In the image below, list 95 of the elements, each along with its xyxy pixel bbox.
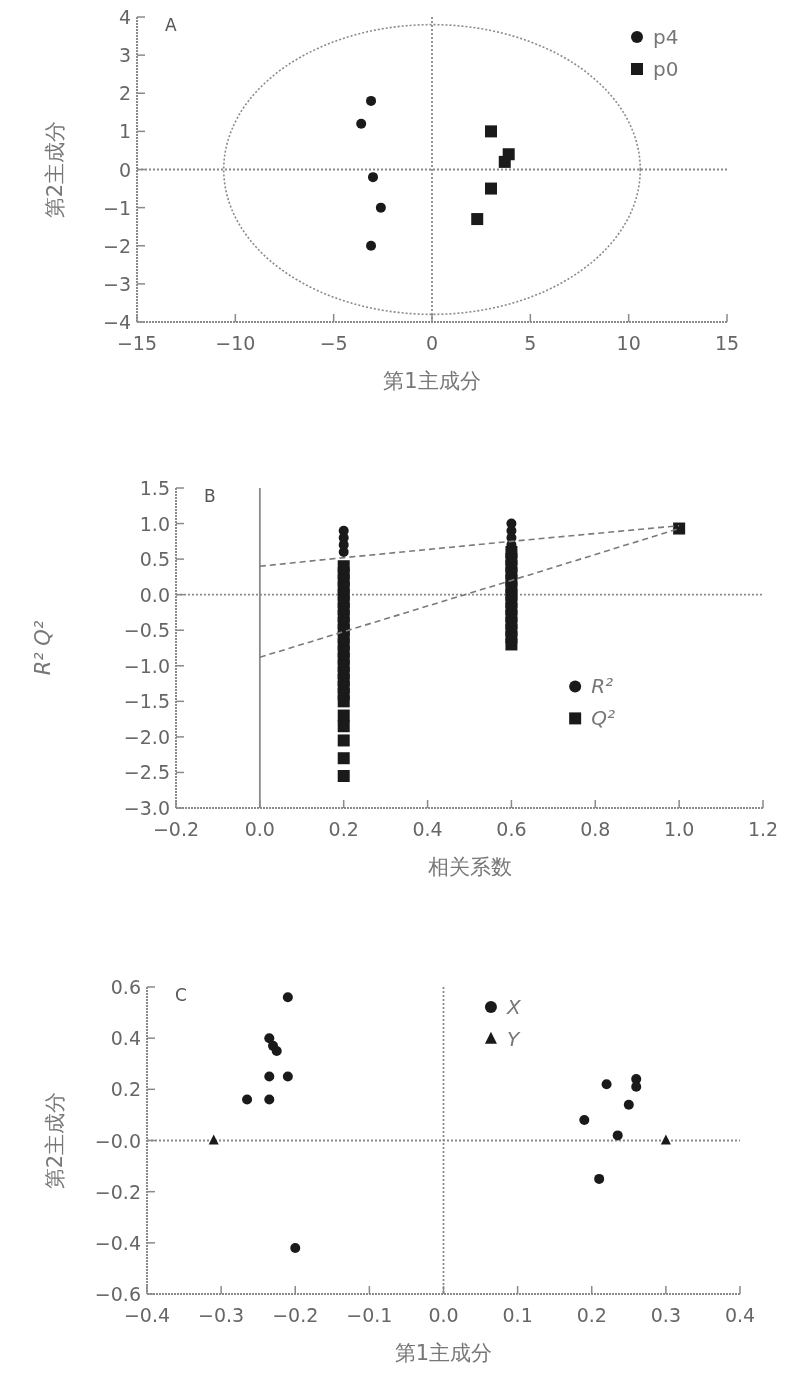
point <box>612 1130 623 1141</box>
annotation: A <box>165 15 177 35</box>
y-tick-label: −2.5 <box>123 761 170 784</box>
point <box>505 638 518 651</box>
point <box>623 1099 634 1110</box>
y-tick-label: 2 <box>118 82 131 105</box>
x-tick-label: 15 <box>714 332 740 354</box>
point <box>338 547 349 557</box>
x-tick-label: −10 <box>215 332 256 354</box>
point <box>601 1079 612 1090</box>
y-tick-label: 0.2 <box>110 1078 141 1101</box>
point <box>242 1094 253 1105</box>
y-tick-label: −0.0 <box>94 1129 141 1152</box>
x-tick-label: 0.4 <box>412 818 443 840</box>
point <box>375 202 386 213</box>
y-tick-label: −3.0 <box>123 797 170 819</box>
legend-label: p0 <box>653 57 679 81</box>
y-tick-label: 3 <box>118 44 131 67</box>
point <box>264 1071 275 1082</box>
x-tick-label: 5 <box>524 332 537 354</box>
x-tick-label: 0.0 <box>244 818 275 840</box>
x-tick-label: 0.6 <box>496 818 527 840</box>
y-axis-title: 第2主成分 <box>43 120 67 219</box>
point <box>660 1134 671 1145</box>
y-tick-label: −1.0 <box>123 654 170 677</box>
x-axis-title: 第1主成分 <box>383 369 481 393</box>
y-tick-label: −1 <box>102 196 131 219</box>
x-tick-label: 0.2 <box>576 1304 607 1326</box>
y-tick-label: 4 <box>118 6 131 28</box>
annotation: C <box>175 985 187 1005</box>
point <box>337 734 350 747</box>
point <box>498 155 511 168</box>
x-tick-label: −0.1 <box>346 1304 393 1326</box>
point <box>337 720 350 733</box>
point <box>366 240 377 251</box>
legend-label: X <box>505 995 522 1019</box>
x-tick-label: −5 <box>319 332 348 354</box>
x-tick-label: 10 <box>616 332 641 354</box>
y-axis-title: 第2主成分 <box>43 1091 67 1190</box>
x-tick-label: 1.0 <box>664 818 695 840</box>
point <box>579 1115 590 1126</box>
point <box>356 118 367 129</box>
x-tick-label: 0.3 <box>650 1304 681 1326</box>
x-axis-title: 第1主成分 <box>394 1341 493 1365</box>
y-tick-label: 0 <box>118 158 131 181</box>
x-tick-label: 1.2 <box>747 818 779 840</box>
y-tick-label: −0.2 <box>94 1180 141 1203</box>
y-tick-label: −2.0 <box>123 725 170 748</box>
y-tick-label: −0.5 <box>123 619 170 642</box>
y-tick-label: −3 <box>102 272 131 295</box>
point <box>594 1173 605 1184</box>
annotation: B <box>204 486 216 506</box>
x-tick-label: −15 <box>116 332 158 354</box>
point <box>471 213 484 226</box>
point <box>368 172 378 183</box>
x-tick-label: 0.2 <box>328 818 359 840</box>
point <box>337 752 350 765</box>
y-tick-label: −1.5 <box>123 690 170 713</box>
point <box>366 95 377 106</box>
x-tick-label: 0.1 <box>502 1304 533 1326</box>
y-tick-label: −0.4 <box>94 1231 141 1254</box>
y-tick-label: 0.6 <box>110 976 141 998</box>
y-tick-label: 1 <box>118 120 131 143</box>
x-tick-label: 0.4 <box>724 1304 756 1326</box>
y-tick-label: 0.4 <box>110 1027 141 1050</box>
y-tick-label: 1.5 <box>139 477 170 499</box>
legend-label: p4 <box>653 25 679 49</box>
x-tick-label: 0.0 <box>428 1304 459 1326</box>
point <box>337 695 350 708</box>
y-tick-label: −2 <box>102 234 131 257</box>
point <box>673 522 686 535</box>
y-tick-label: 1.0 <box>139 512 170 535</box>
legend-label: Y <box>506 1027 521 1051</box>
point <box>264 1094 275 1105</box>
y-tick-label: −0.6 <box>94 1283 141 1305</box>
legend-label: R² <box>591 674 614 699</box>
point <box>337 770 350 782</box>
x-tick-label: −0.2 <box>272 1304 319 1326</box>
y-tick-label: 0.0 <box>139 583 170 606</box>
x-tick-label: −0.3 <box>198 1304 245 1326</box>
point <box>264 1033 275 1044</box>
y-tick-label: −4 <box>102 311 131 333</box>
point <box>485 182 497 195</box>
point <box>282 1071 293 1082</box>
legend-label: Q² <box>591 706 615 731</box>
x-axis-title: 相关系数 <box>427 855 512 879</box>
x-tick-label: 0.8 <box>580 818 611 840</box>
y-axis-title: R² Q² <box>31 620 55 676</box>
y-tick-label: 0.5 <box>139 548 170 571</box>
point <box>282 992 293 1003</box>
point <box>290 1242 301 1253</box>
point <box>208 1134 219 1145</box>
x-tick-label: 0 <box>425 332 439 354</box>
point <box>271 1045 282 1056</box>
point <box>485 125 497 138</box>
